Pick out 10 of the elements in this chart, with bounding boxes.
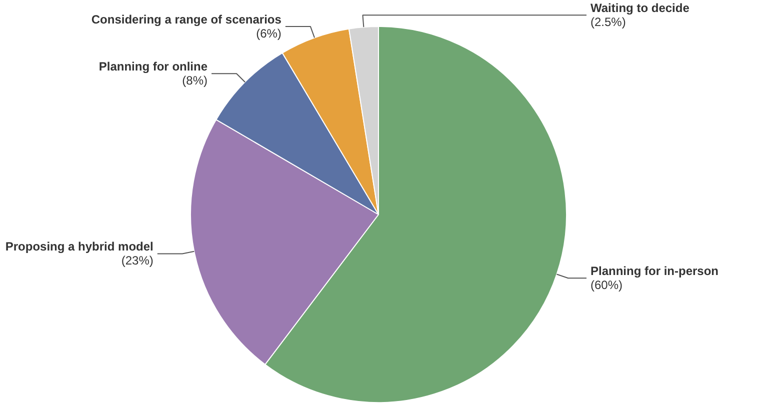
data-label: (23%) <box>121 254 154 268</box>
data-label: (6%) <box>256 26 282 40</box>
slice-label: Considering a range of scenarios <box>91 12 282 26</box>
data-label: (2.5%) <box>590 15 626 30</box>
slice-label: Planning for in-person <box>590 264 718 278</box>
slice-label: Planning for online <box>98 60 208 74</box>
data-label: (60%) <box>590 278 623 292</box>
data-label: (8%) <box>182 74 208 88</box>
slice-label: Proposing a hybrid model <box>5 240 154 254</box>
slice-label: Waiting to decide <box>590 1 690 16</box>
